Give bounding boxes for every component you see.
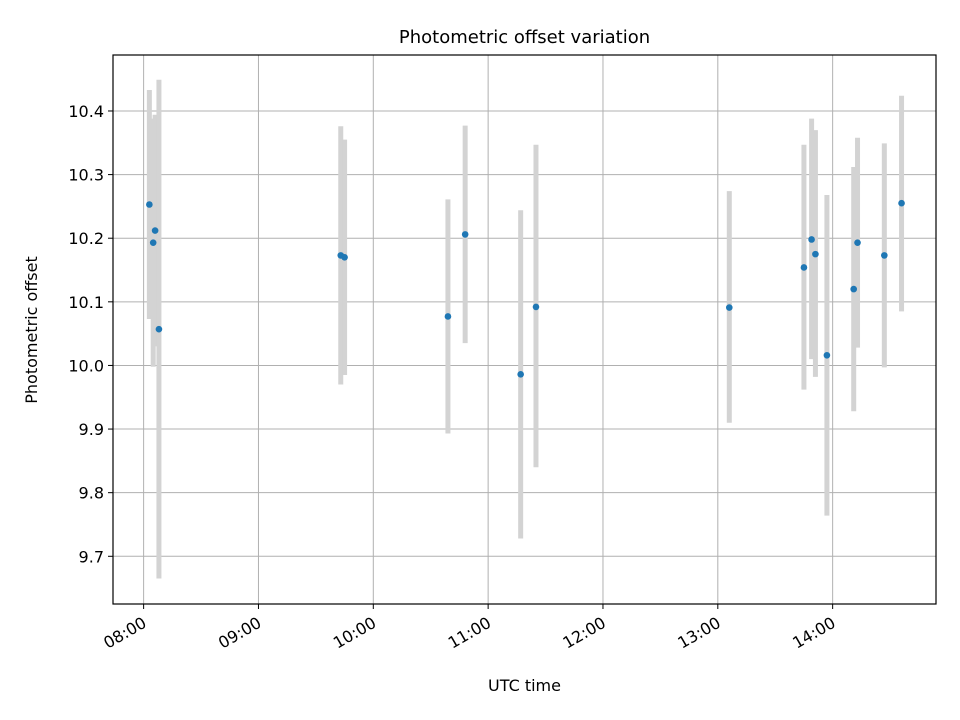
plot-frame (112, 54, 937, 605)
y-tick-label: 10.1 (68, 293, 104, 312)
x-axis-ticks: 08:00 09:00 10:00 11:00 12:00 13:00 14:00 (100, 604, 839, 653)
x-tick-label: 09:00 (215, 613, 264, 653)
data-point (532, 303, 540, 311)
data-point (854, 239, 861, 246)
x-tick-label: 12:00 (560, 613, 609, 653)
data-point (850, 285, 857, 293)
data-point (812, 250, 819, 258)
y-tick-label: 10.2 (68, 229, 104, 248)
data-point (151, 227, 159, 234)
error-bars (146, 79, 905, 579)
grid-lines (113, 55, 936, 604)
data-point (155, 325, 163, 333)
y-tick-label: 10.0 (68, 356, 104, 375)
chart-title: Photometric offset variation (399, 27, 650, 48)
y-tick-label: 9.8 (79, 484, 104, 503)
x-axis-label: UTC time (488, 676, 561, 695)
y-tick-label: 10.4 (68, 102, 104, 121)
y-axis-label: Photometric offset (22, 256, 41, 404)
y-axis-ticks: 9.7 9.8 9.9 10.0 10.1 10.2 10.3 10.4 (68, 102, 113, 566)
x-tick-label: 14:00 (789, 613, 838, 653)
data-points (146, 199, 905, 378)
x-tick-label: 11:00 (445, 613, 494, 653)
y-tick-label: 9.7 (79, 547, 104, 566)
data-point (146, 201, 153, 208)
data-point (881, 252, 888, 259)
y-tick-label: 9.9 (79, 420, 104, 439)
data-point (898, 199, 905, 207)
data-point (800, 264, 808, 271)
data-point (808, 236, 815, 243)
x-tick-label: 13:00 (674, 613, 723, 653)
data-point (823, 351, 831, 359)
data-point (461, 231, 469, 238)
y-tick-label: 10.3 (68, 166, 104, 185)
data-point (149, 239, 157, 246)
x-tick-label: 10:00 (330, 613, 379, 653)
data-point (444, 313, 452, 320)
data-point (341, 253, 348, 261)
data-point (725, 304, 733, 311)
x-tick-label: 08:00 (100, 613, 149, 653)
data-point (517, 371, 524, 378)
